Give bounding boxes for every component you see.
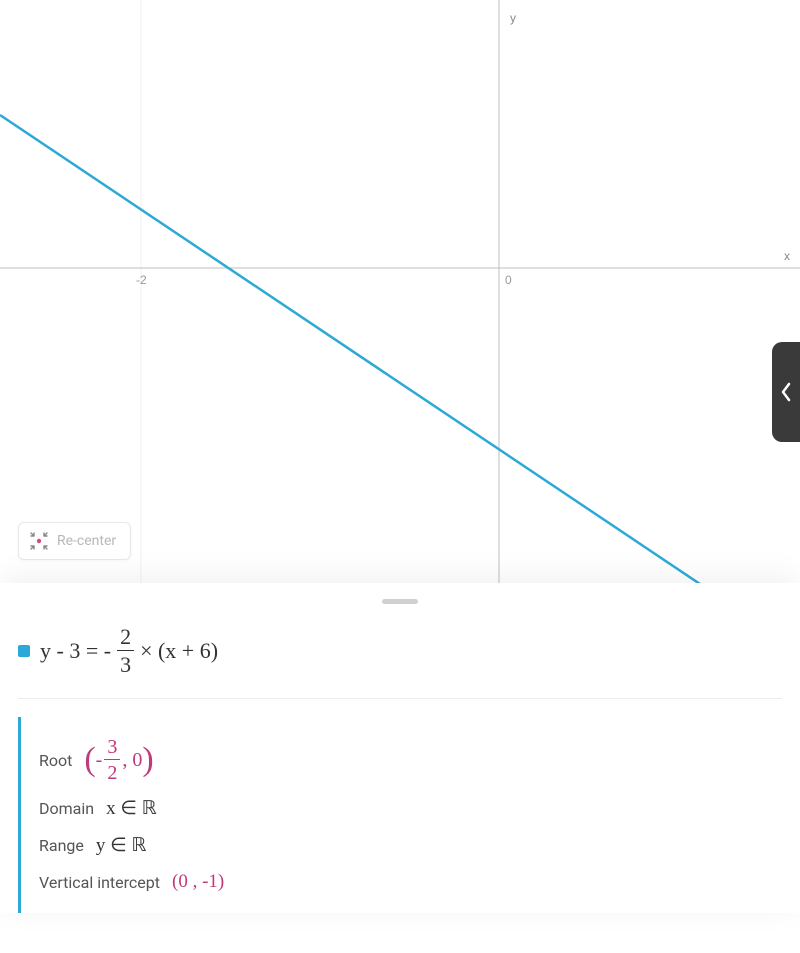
equation-row[interactable]: y - 3 = - 2 3 × (x + 6) — [18, 626, 782, 699]
range-label: Range — [39, 836, 84, 855]
x-axis-label: x — [784, 249, 790, 263]
recenter-label: Re-center — [57, 533, 116, 549]
side-panel-toggle[interactable] — [772, 342, 800, 442]
tick-label-zero: 0 — [505, 273, 512, 287]
recenter-icon — [29, 531, 49, 551]
vertical-intercept-label: Vertical intercept — [39, 873, 160, 892]
root-row: Root ( - 3 2 , 0 ) — [39, 737, 782, 783]
equation-text: y - 3 = - 2 3 × (x + 6) — [40, 626, 218, 676]
graph-svg: -2 0 x y — [0, 0, 800, 585]
domain-row: Domain x ∈ ℝ — [39, 797, 782, 820]
vertical-intercept-row: Vertical intercept (0 , -1) — [39, 871, 782, 893]
tick-label-neg2: -2 — [136, 273, 147, 287]
range-row: Range y ∈ ℝ — [39, 834, 782, 857]
root-value: ( - 3 2 , 0 ) — [84, 737, 153, 783]
info-panel: y - 3 = - 2 3 × (x + 6) Root ( - 3 2 , 0… — [0, 583, 800, 913]
vertical-intercept-value: (0 , -1) — [172, 871, 224, 893]
range-value: y ∈ ℝ — [96, 834, 147, 857]
details-block: Root ( - 3 2 , 0 ) Domain x ∈ ℝ Range y … — [18, 717, 782, 913]
graph-area[interactable]: -2 0 x y Re-center — [0, 0, 800, 585]
chevron-left-icon — [779, 381, 793, 403]
domain-label: Domain — [39, 799, 94, 818]
function-line — [0, 115, 700, 584]
equation-color-marker — [18, 645, 30, 657]
y-axis-label: y — [510, 11, 516, 25]
drag-handle[interactable] — [382, 599, 418, 604]
recenter-button[interactable]: Re-center — [18, 522, 131, 560]
root-label: Root — [39, 751, 72, 770]
domain-value: x ∈ ℝ — [106, 797, 157, 820]
